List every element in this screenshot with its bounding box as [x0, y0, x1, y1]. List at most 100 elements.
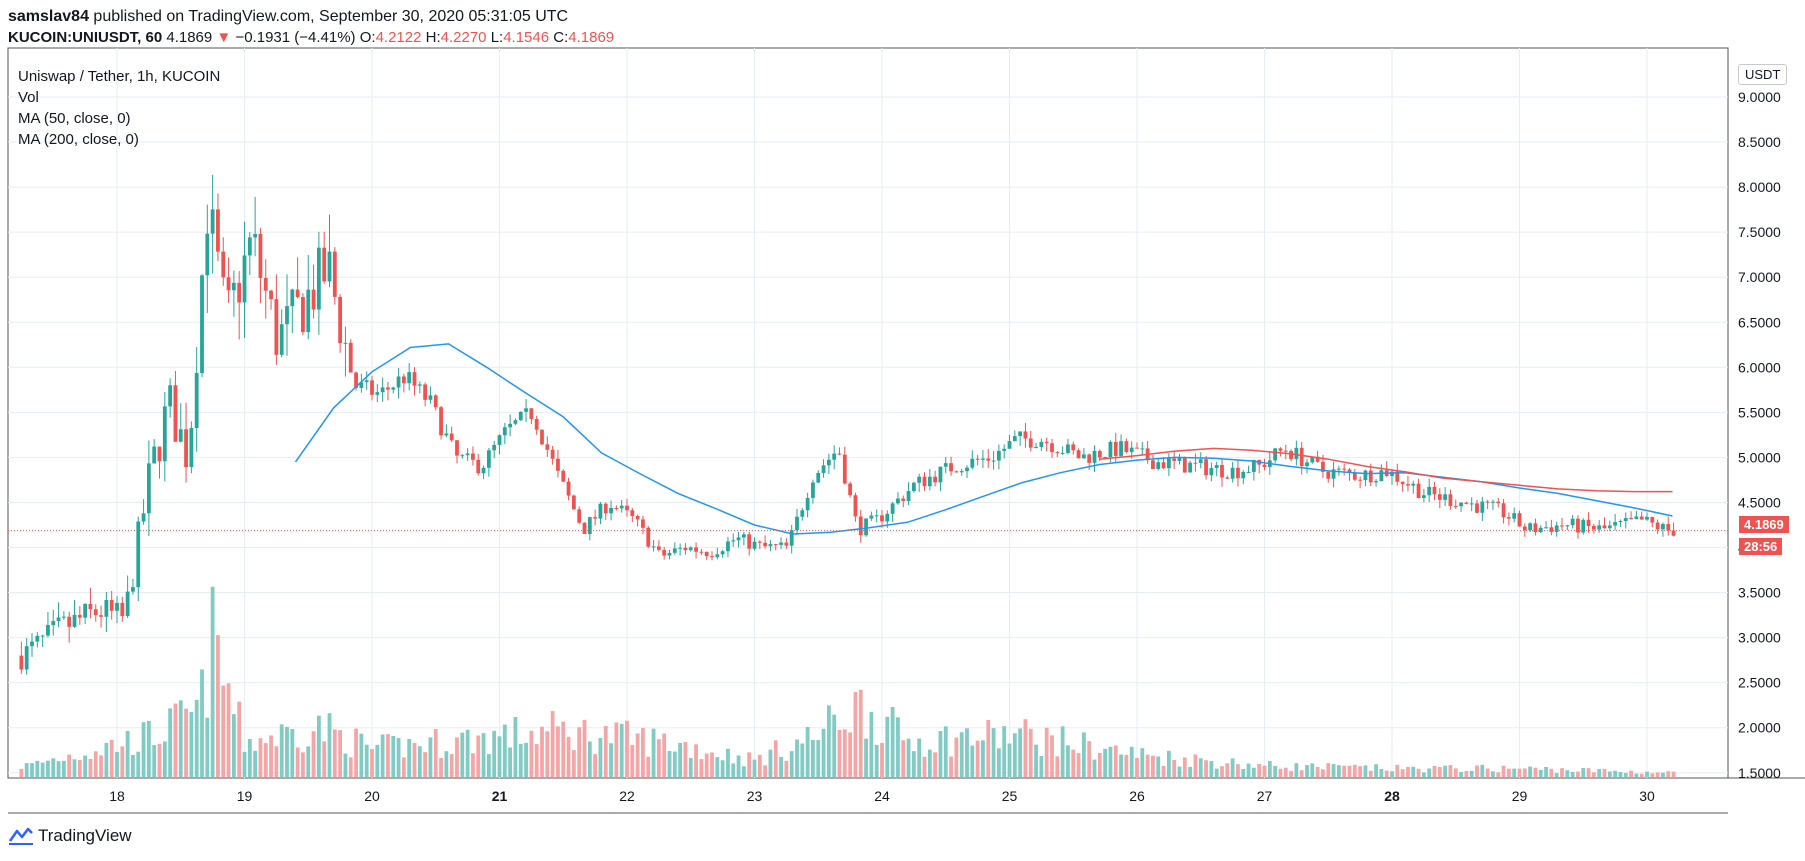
candle-body	[486, 450, 491, 468]
candle-body	[1321, 461, 1325, 472]
candle-body	[1336, 468, 1341, 470]
volume-bar	[465, 729, 470, 777]
candle-body	[1209, 468, 1214, 476]
candle-body	[1565, 525, 1570, 527]
volume-bar	[1002, 726, 1007, 777]
candle-body	[1220, 464, 1224, 478]
volume-bar	[1299, 770, 1304, 777]
candle-body	[1113, 441, 1118, 456]
volume-bar	[1262, 765, 1267, 777]
candle-body	[1576, 518, 1580, 533]
volume-bar	[115, 751, 119, 777]
candle-body	[1432, 486, 1437, 495]
y-tick-label: 3.0000	[1738, 630, 1781, 646]
candle-body	[529, 408, 534, 420]
candle-body	[938, 466, 943, 483]
volume-bar	[1639, 773, 1644, 777]
volume-bar	[593, 754, 598, 777]
candle-body	[311, 289, 316, 310]
candle-body	[837, 453, 842, 455]
volume-bar	[1666, 771, 1671, 777]
candle-body	[587, 517, 592, 534]
candle-body	[322, 247, 327, 282]
legend-title[interactable]: Uniswap / Tether, 1h, KUCOIN	[18, 68, 221, 85]
volume-bar	[911, 751, 916, 777]
candle-body	[683, 547, 688, 551]
volume-bar	[635, 733, 640, 777]
candle-body	[901, 498, 906, 502]
high-label: H:	[425, 29, 441, 46]
volume-bar	[476, 735, 481, 777]
candle-body	[1411, 483, 1416, 486]
footer-brand[interactable]: TradingView	[8, 826, 132, 846]
candle-body	[274, 299, 279, 355]
candle-body	[672, 548, 677, 553]
volume-bar	[981, 740, 985, 777]
legend-ma50[interactable]: MA (50, close, 0)	[18, 110, 131, 127]
volume-bar	[789, 751, 794, 777]
volume-bar	[1066, 745, 1070, 777]
volume-bar	[1172, 759, 1177, 777]
x-tick-label: 29	[1512, 788, 1528, 804]
volume-bar	[715, 757, 720, 777]
candle-body	[704, 551, 709, 557]
volume-bar	[848, 732, 853, 777]
legend-volume[interactable]: Vol	[18, 89, 39, 106]
candle-body	[1188, 462, 1193, 473]
volume-bar	[954, 737, 959, 777]
candle-body	[906, 491, 911, 502]
candle-body	[965, 467, 969, 472]
volume-bar	[646, 756, 651, 777]
volume-bar	[1544, 766, 1548, 777]
candle-body	[327, 251, 332, 282]
x-tick-label: 22	[619, 788, 635, 804]
candle-body	[56, 617, 61, 622]
volume-bar	[1416, 768, 1421, 777]
candle-body	[1097, 450, 1102, 458]
candle-body	[1469, 503, 1474, 505]
x-tick-label: 18	[109, 788, 125, 804]
candle-body	[338, 296, 343, 344]
volume-bar	[274, 746, 279, 777]
candle-body	[1225, 477, 1230, 479]
last-price: 4.1869	[166, 29, 213, 46]
candle-body	[571, 495, 576, 510]
volume-bar	[194, 699, 199, 777]
candle-body	[1655, 522, 1660, 530]
candle-body	[263, 277, 268, 291]
candle-body	[832, 453, 837, 460]
volume-bar	[231, 714, 236, 777]
volume-bar	[1225, 763, 1230, 777]
volume-bar	[1289, 770, 1293, 777]
volume-bar	[1124, 754, 1129, 777]
legend-ma200[interactable]: MA (200, close, 0)	[18, 131, 139, 148]
volume-bar	[736, 755, 741, 777]
volume-bar	[986, 719, 991, 777]
high-value: 4.2270	[440, 29, 487, 46]
candle-body	[216, 209, 220, 252]
currency-unit-button[interactable]: USDT	[1738, 64, 1788, 85]
y-tick-label: 3.5000	[1738, 585, 1781, 601]
volume-bar	[285, 726, 289, 777]
candle-body	[1294, 447, 1299, 460]
volume-bar	[146, 720, 151, 777]
volume-bar	[1071, 749, 1076, 777]
volume-bar	[1182, 757, 1187, 777]
volume-bar	[1634, 773, 1639, 777]
x-tick-label: 20	[364, 788, 380, 804]
volume-bar	[77, 760, 82, 777]
volume-bar	[1538, 769, 1543, 777]
candle-body	[205, 233, 210, 276]
candle-body	[795, 516, 799, 531]
volume-bar	[747, 752, 752, 777]
publisher-name[interactable]: samslav84	[8, 8, 89, 25]
candle-body	[370, 380, 374, 395]
open-value: 4.2122	[375, 29, 422, 46]
volume-bar	[338, 730, 343, 777]
volume-bar	[24, 763, 29, 777]
volume-bar	[396, 738, 401, 777]
volume-bar	[651, 728, 656, 777]
candle-body	[295, 289, 300, 298]
candle-body	[1289, 450, 1293, 460]
